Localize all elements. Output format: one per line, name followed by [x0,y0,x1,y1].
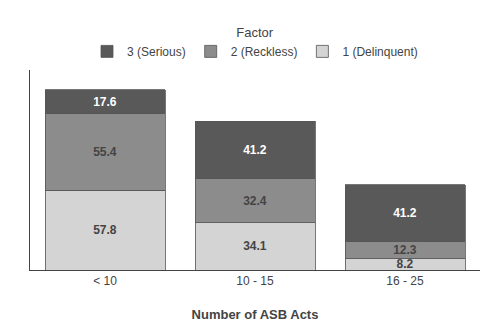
svg-text:57.8: 57.8 [93,223,117,237]
svg-text:2 (Reckless): 2 (Reckless) [231,45,298,59]
svg-text:41.2: 41.2 [393,206,417,220]
svg-text:17.6: 17.6 [93,95,117,109]
svg-text:10 - 15: 10 - 15 [236,274,274,288]
svg-text:32.4: 32.4 [243,194,267,208]
svg-text:8.2: 8.2 [396,257,413,271]
svg-text:< 10: < 10 [93,274,117,288]
svg-text:55.4: 55.4 [93,145,117,159]
svg-text:12.3: 12.3 [393,243,417,257]
svg-text:41.2: 41.2 [243,143,267,157]
svg-text:1 (Delinquent): 1 (Delinquent) [342,45,417,59]
svg-text:3 (Serious): 3 (Serious) [127,45,186,59]
svg-text:34.1: 34.1 [243,239,267,253]
svg-text:Factor: Factor [236,25,274,40]
svg-text:Number of ASB Acts: Number of ASB Acts [192,307,319,322]
svg-text:16 - 25: 16 - 25 [386,274,424,288]
